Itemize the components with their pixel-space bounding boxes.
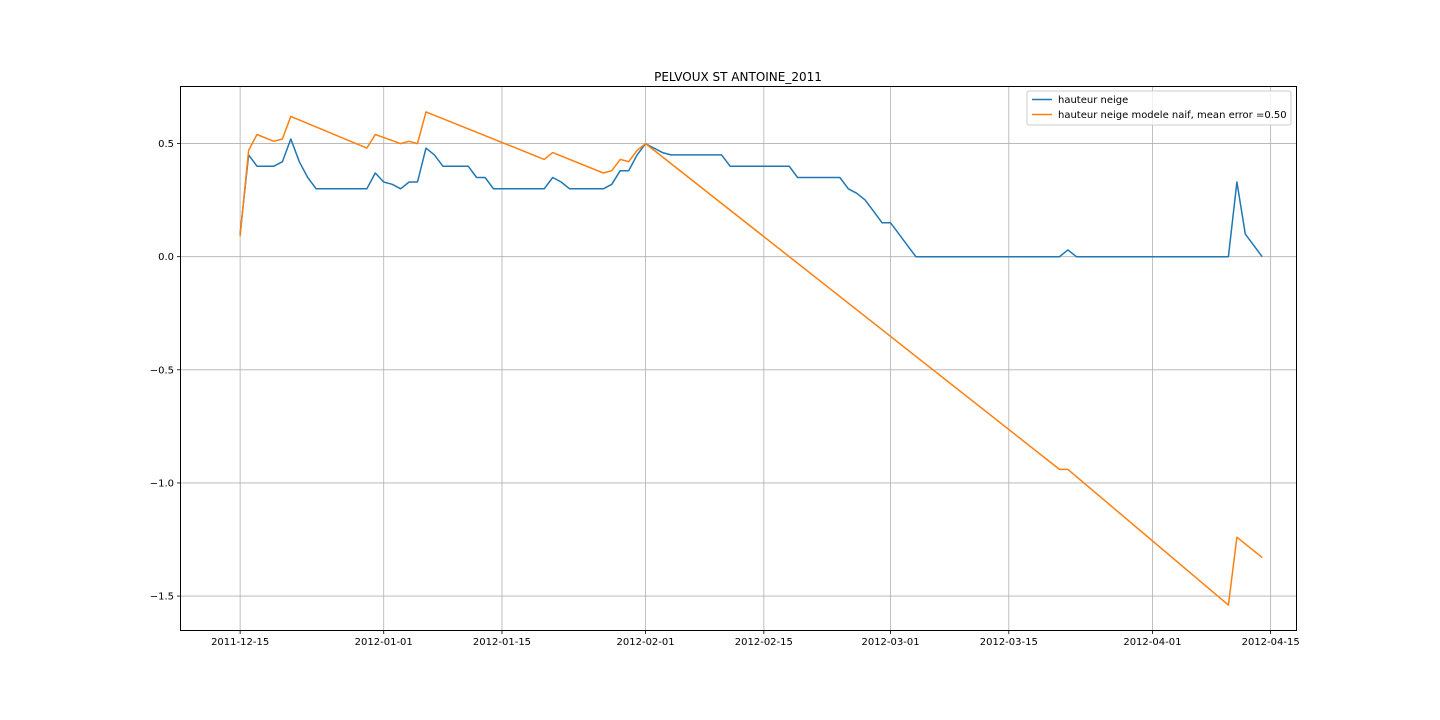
legend-label-1: hauteur neige modele naif, mean error =0… [1058, 110, 1287, 121]
x-tick-label: 2012-03-01 [861, 637, 919, 648]
plot-frame [180, 86, 1297, 631]
series-line-1 [239, 111, 1263, 606]
y-tick-label: 0.5 [158, 139, 174, 150]
y-tick-label: −1.5 [150, 592, 174, 603]
series-line-0 [239, 138, 1263, 258]
x-tick-label: 2012-01-15 [473, 637, 531, 648]
x-tick-label: 2012-03-15 [980, 637, 1038, 648]
y-tick-label: −1.0 [150, 478, 174, 489]
x-tick-label: 2012-02-01 [617, 637, 675, 648]
y-tick-label: 0.0 [158, 252, 174, 263]
legend-box [1026, 90, 1292, 126]
x-tick-label: 2012-04-15 [1242, 637, 1300, 648]
x-tick-label: 2011-12-15 [211, 637, 269, 648]
x-tick-label: 2012-02-15 [735, 637, 793, 648]
x-tick-label: 2012-04-01 [1123, 637, 1181, 648]
legend: hauteur neige hauteur neige modele naif, … [1026, 90, 1292, 126]
x-axis: 2011-12-15 2012-01-01 2012-01-15 2012-02-01… [211, 630, 1300, 648]
x-tick-label: 2012-01-01 [355, 637, 413, 648]
chart-title: PELVOUX ST ANTOINE_2011 [654, 70, 822, 84]
y-axis: 0.5 0.0 −0.5 −1.0 −1.5 [150, 139, 181, 603]
series-lines [239, 111, 1263, 606]
legend-label-0: hauteur neige [1058, 95, 1128, 106]
y-tick-label: −0.5 [150, 365, 174, 376]
